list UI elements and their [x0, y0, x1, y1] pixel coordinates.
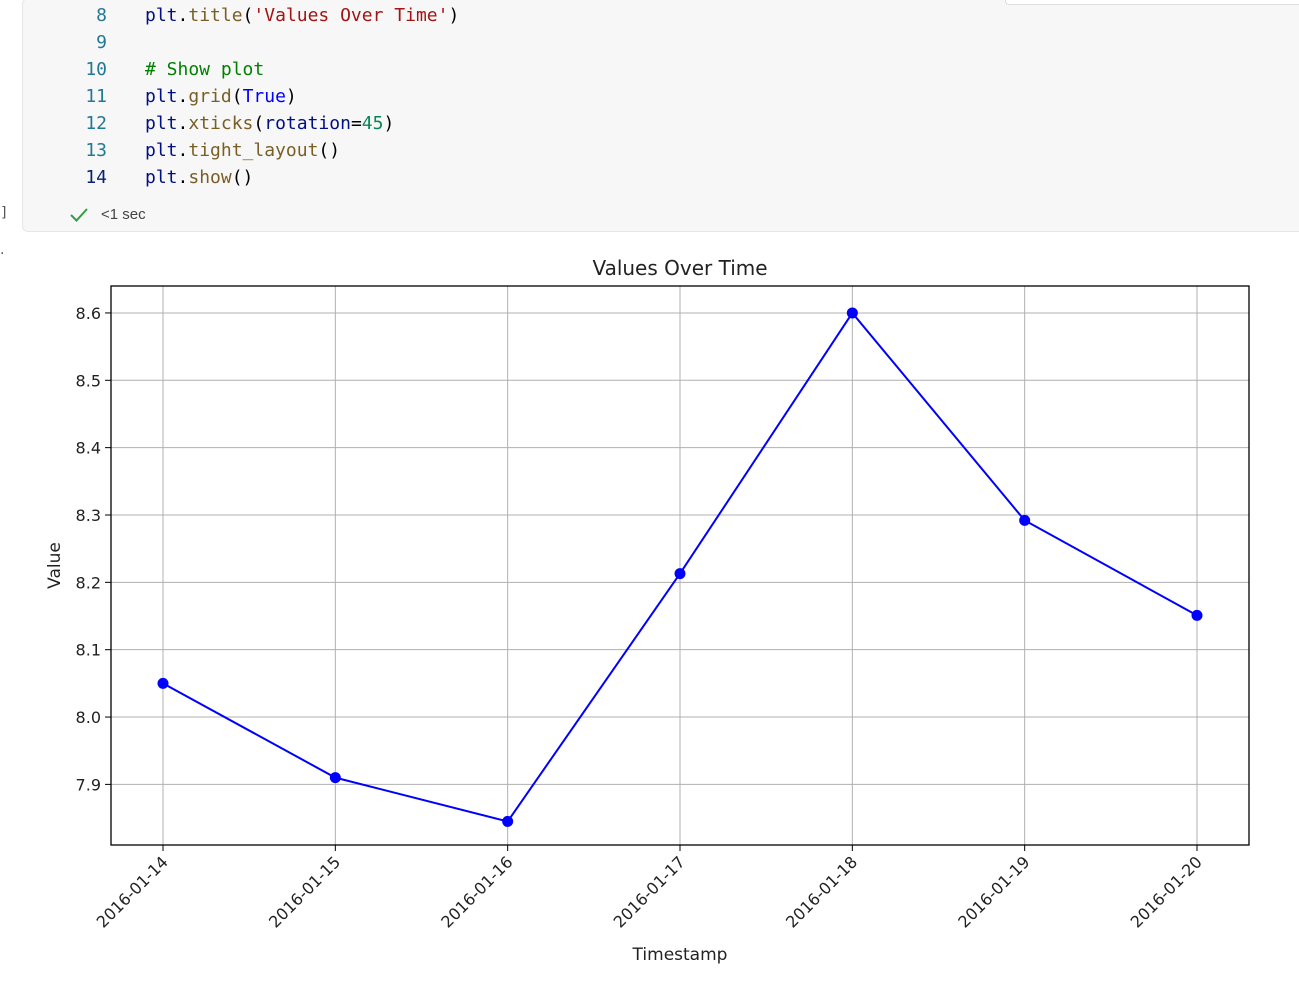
y-tick-label: 8.1 [76, 641, 101, 660]
code-text: # Show plot [145, 59, 265, 80]
code-text: plt.xticks(rotation=45) [145, 113, 395, 134]
execution-time: <1 sec [101, 206, 146, 223]
chart-title: Values Over Time [592, 256, 767, 280]
data-point [846, 307, 858, 319]
line-number: 11 [85, 86, 107, 107]
line-number: 14 [85, 167, 107, 188]
line-number: 12 [85, 113, 107, 134]
x-tick-label: 2016-01-19 [954, 852, 1033, 931]
check-icon [69, 205, 89, 225]
y-tick-label: 8.0 [76, 708, 101, 727]
y-tick-label: 8.4 [76, 439, 101, 458]
code-text: plt.show() [145, 167, 254, 188]
y-tick-label: 7.9 [76, 775, 101, 794]
output-gutter-dot: . [0, 242, 5, 258]
x-tick-label: 2016-01-17 [610, 852, 689, 931]
cell-toolbar-edge [1005, 0, 1299, 5]
data-point [157, 677, 169, 689]
execution-status: <1 sec [69, 204, 146, 226]
y-tick-label: 8.2 [76, 573, 101, 592]
code-text: plt.title('Values Over Time') [145, 5, 460, 26]
x-tick-label: 2016-01-15 [265, 852, 344, 931]
y-tick-label: 8.3 [76, 506, 101, 525]
code-cell[interactable]: 8 plt.title('Values Over Time') 9 10 # Show … [22, 0, 1299, 232]
data-point [1191, 609, 1203, 621]
x-tick-label: 2016-01-14 [93, 852, 172, 931]
data-point [674, 568, 686, 580]
x-tick-label: 2016-01-18 [782, 852, 861, 931]
y-tick-label: 8.5 [76, 371, 101, 390]
x-tick-label: 2016-01-20 [1127, 852, 1206, 931]
x-axis-label: Timestamp [632, 945, 728, 965]
cell-output-chart: 7.9 8.0 8.1 8.2 8.3 8.4 8.5 8.6 2016-01-14 2016-0… [0, 240, 1299, 991]
cell-gutter-marker: ] [0, 205, 9, 221]
data-point [1019, 514, 1031, 526]
code-text: plt.grid(True) [145, 86, 297, 107]
code-text: plt.tight_layout() [145, 140, 341, 161]
x-tick-label: 2016-01-16 [437, 852, 516, 931]
line-number: 8 [96, 5, 107, 26]
y-tick-label: 8.6 [76, 304, 101, 323]
line-number: 13 [85, 140, 107, 161]
line-number: 9 [96, 32, 107, 53]
line-chart: 7.9 8.0 8.1 8.2 8.3 8.4 8.5 8.6 2016-01-14 2016-0… [45, 256, 1250, 965]
data-point [329, 772, 341, 784]
y-axis-label: Value [45, 542, 65, 589]
data-point [502, 815, 514, 827]
line-number: 10 [85, 59, 107, 80]
